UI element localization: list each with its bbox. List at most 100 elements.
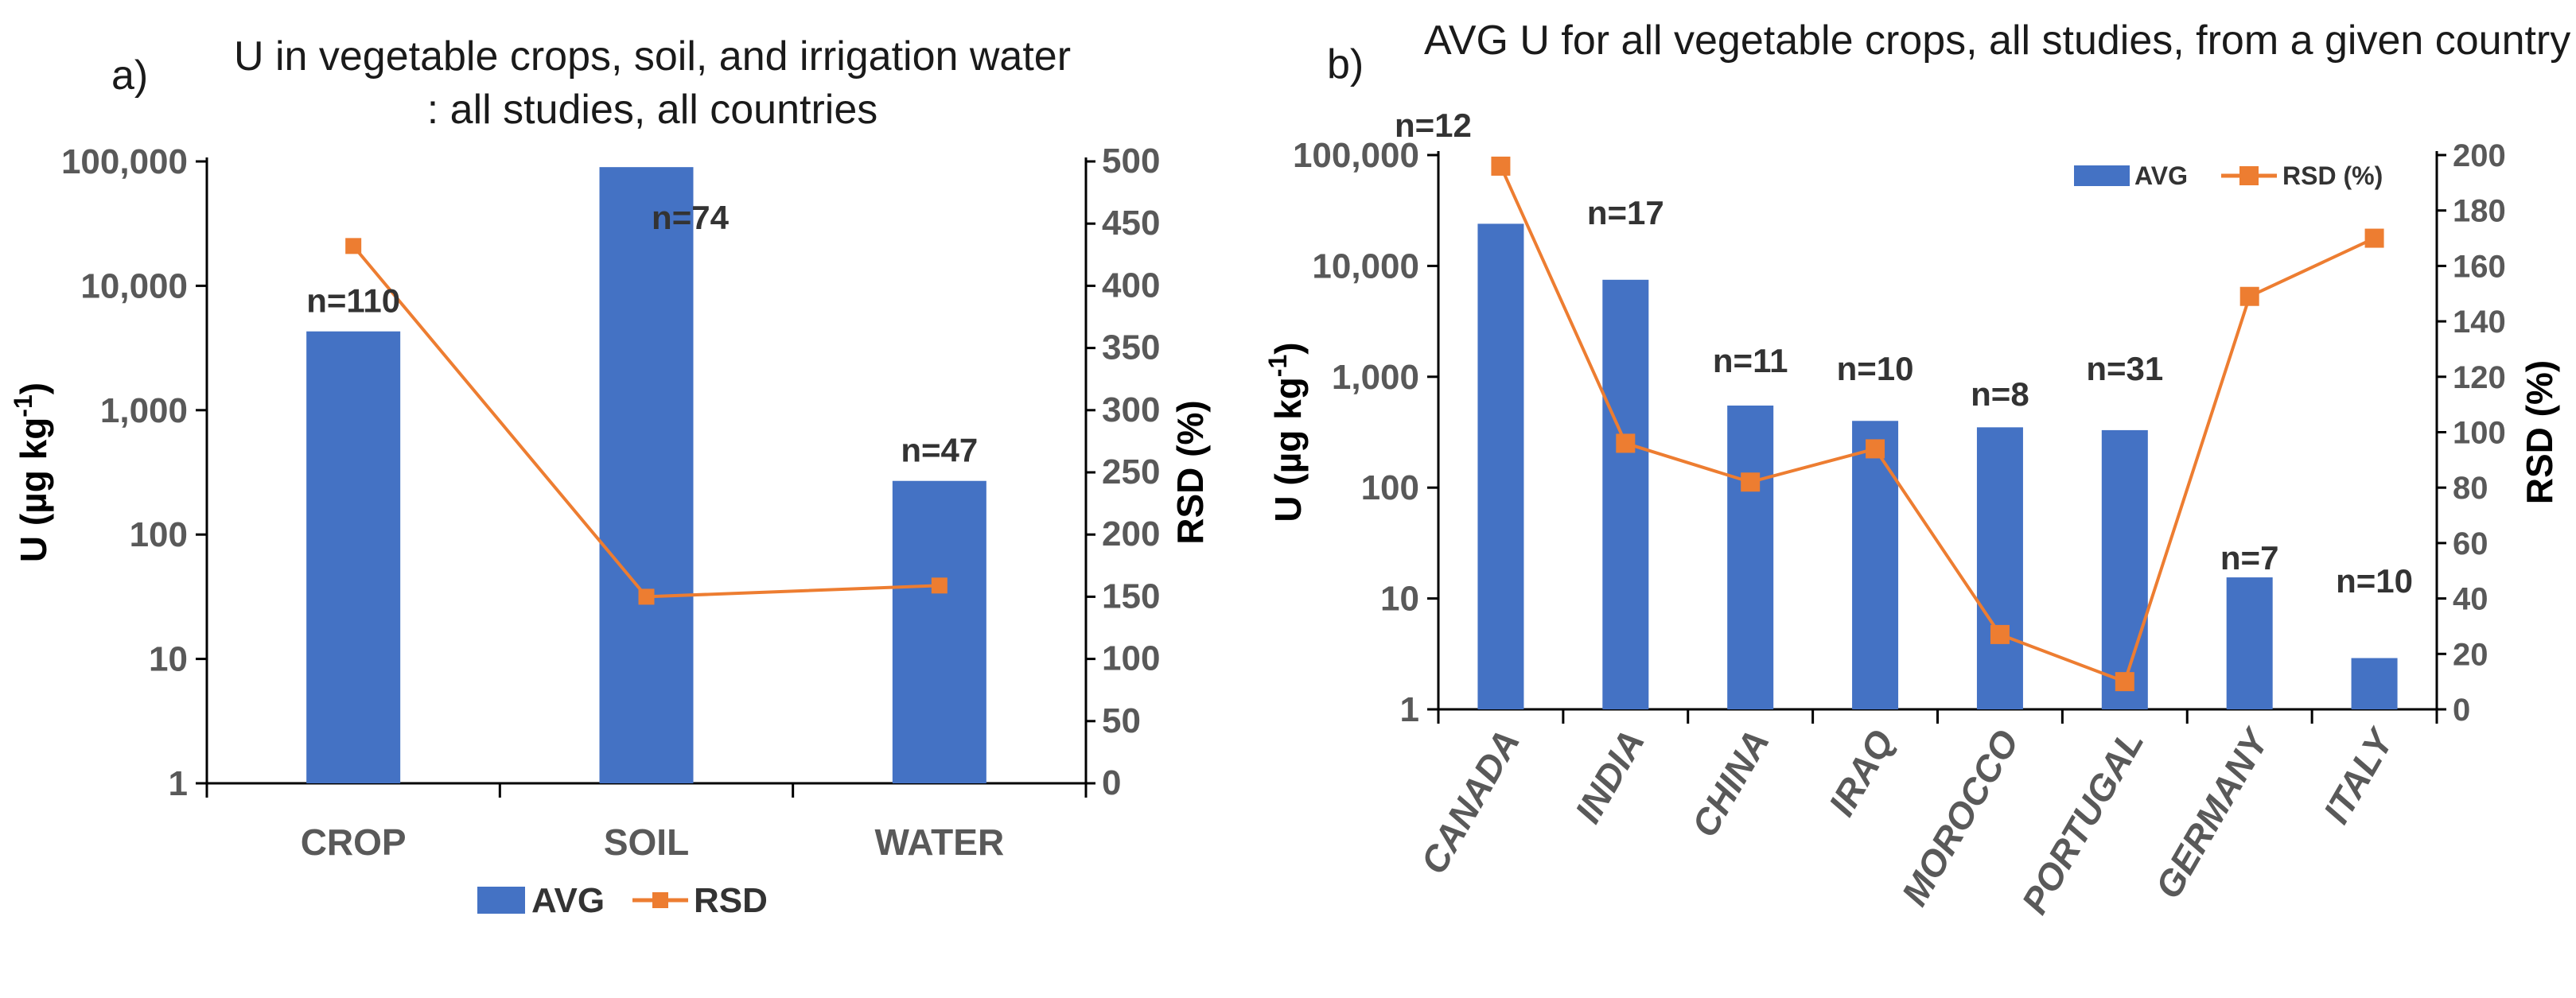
y-axis-title-main: U (µg kg (1267, 377, 1309, 522)
y2-axis-title: RSD (%) (1169, 400, 1211, 544)
panel-label: b) (1327, 41, 1364, 87)
x-category-label: CROP (301, 821, 407, 863)
rsd-marker-soil (638, 588, 655, 605)
y-tick-label: 100,000 (61, 142, 188, 181)
bar-italy (2351, 658, 2398, 709)
y2-tick-label: 180 (2453, 194, 2506, 229)
rsd-marker-iraq (1866, 439, 1885, 459)
sample-size-label: n=47 (901, 432, 978, 469)
y2-tick-label: 80 (2453, 471, 2488, 506)
legend-label-avg: AVG (531, 881, 605, 920)
y2-tick-label: 500 (1102, 142, 1160, 181)
y2-tick-label: 140 (2453, 305, 2506, 340)
y2-tick-label: 50 (1102, 701, 1141, 740)
y-axis-title-close: ) (13, 383, 54, 394)
rsd-marker-india (1616, 433, 1636, 453)
panel-b: b) AVG U for all vegetable crops, all stu… (1263, 17, 2570, 921)
y-axis-title-main: U (µg kg (13, 417, 54, 562)
y-axis-title-sup: -1 (1263, 355, 1292, 377)
sample-size-label: n=11 (1713, 342, 1788, 379)
bar-water (892, 480, 986, 783)
sample-size-label: n=7 (2220, 539, 2279, 577)
y2-tick-label: 0 (1102, 763, 1121, 802)
y2-tick-label: 300 (1102, 390, 1160, 429)
y-tick-label: 1,000 (100, 391, 188, 430)
x-category-label: SOIL (604, 821, 689, 863)
y-tick-label: 1 (169, 764, 188, 803)
bar-germany (2226, 577, 2273, 709)
sample-size-label: n=8 (1971, 375, 2029, 413)
y-tick-label: 1,000 (1332, 358, 1419, 397)
bar-iraq (1852, 421, 1899, 709)
sample-size-label: n=10 (1837, 350, 1914, 387)
y-tick-label: 10,000 (80, 266, 188, 305)
y2-tick-label: 200 (2453, 138, 2506, 173)
x-category-label: WATER (874, 821, 1004, 863)
y2-axis-title: RSD (%) (2519, 360, 2560, 504)
y-tick-label: 100,000 (1293, 136, 1419, 175)
x-category-label: GERMANY (2147, 720, 2278, 905)
bar-crop (306, 331, 401, 783)
x-category-label: CANADA (1412, 723, 1527, 881)
legend-marker-rsd (2239, 166, 2259, 185)
y-axis-title-close: ) (1267, 342, 1309, 354)
legend-marker-rsd (652, 892, 668, 908)
chart-title: U in vegetable crops, soil, and irrigati… (234, 33, 1071, 80)
rsd-marker-water (931, 577, 948, 594)
legend-swatch-avg (477, 887, 525, 914)
y-tick-label: 10,000 (1312, 247, 1419, 285)
panel-a: a) U in vegetable crops, soil, and irriga… (9, 33, 1211, 920)
x-category-label: CHINA (1683, 723, 1777, 844)
chart-title: AVG U for all vegetable crops, all studi… (1424, 17, 2570, 64)
y2-tick-label: 160 (2453, 249, 2506, 284)
rsd-marker-china (1741, 472, 1761, 492)
chart-title: : all studies, all countries (427, 87, 878, 133)
y-axis-title-sup: -1 (9, 394, 37, 417)
x-category-label: PORTUGAL (2014, 723, 2152, 921)
y2-tick-label: 250 (1102, 452, 1160, 491)
x-category-label: ITALY (2315, 720, 2403, 830)
sample-size-label: n=12 (1395, 107, 1472, 144)
x-category-label: MOROCCO (1893, 723, 2027, 913)
bar-morocco (1976, 427, 2023, 709)
bar-china (1727, 405, 1774, 709)
x-category-label: INDIA (1566, 723, 1652, 829)
rsd-marker-crop (345, 238, 362, 254)
y2-tick-label: 0 (2453, 693, 2470, 728)
x-category-label: IRAQ (1820, 723, 1902, 823)
rsd-marker-portugal (2115, 672, 2134, 692)
rsd-marker-canada (1491, 156, 1511, 176)
y-axis-title: U (µg kg-1) (9, 383, 54, 562)
sample-size-label: n=10 (2336, 562, 2413, 600)
bar-india (1602, 279, 1649, 709)
legend-label-rsd: RSD (694, 881, 768, 920)
bar-portugal (2101, 429, 2148, 709)
y-axis-title: U (µg kg-1) (1263, 342, 1309, 522)
rsd-marker-germany (2239, 286, 2259, 306)
y-tick-label: 1 (1400, 690, 1419, 729)
rsd-marker-italy (2364, 228, 2384, 248)
y-tick-label: 10 (149, 640, 188, 679)
y2-tick-label: 350 (1102, 328, 1160, 367)
sample-size-label: n=110 (306, 282, 400, 320)
y2-tick-label: 200 (1102, 515, 1160, 553)
y-tick-label: 10 (1380, 580, 1419, 619)
y2-tick-label: 20 (2453, 637, 2488, 672)
y2-tick-label: 100 (2453, 416, 2506, 451)
y2-tick-label: 120 (2453, 360, 2506, 395)
legend-label-avg: AVG (2134, 161, 2188, 190)
sample-size-label: n=74 (652, 199, 730, 236)
y-tick-label: 100 (130, 515, 188, 554)
sample-size-label: n=17 (1587, 194, 1664, 231)
y-tick-label: 100 (1361, 468, 1419, 507)
sample-size-label: n=31 (2086, 350, 2163, 387)
y2-tick-label: 60 (2453, 526, 2488, 561)
rsd-line (1499, 165, 2376, 684)
legend-swatch-avg (2074, 165, 2130, 186)
legend-label-rsd: RSD (%) (2282, 161, 2383, 190)
y2-tick-label: 450 (1102, 204, 1160, 243)
y2-tick-label: 100 (1102, 639, 1160, 678)
y2-tick-label: 150 (1102, 577, 1160, 615)
bar-canada (1477, 223, 1524, 709)
